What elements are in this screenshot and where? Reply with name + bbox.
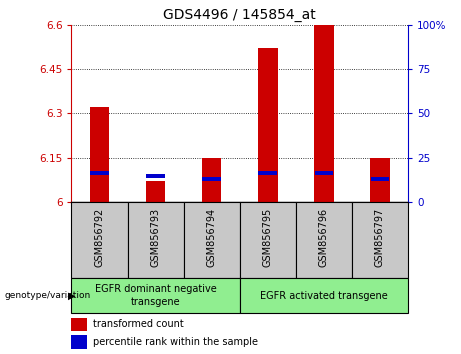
Bar — [371, 177, 389, 181]
Bar — [71, 318, 87, 331]
Bar — [370, 158, 390, 202]
Bar — [202, 158, 221, 202]
Bar — [128, 202, 183, 278]
Bar — [146, 181, 165, 202]
Bar — [314, 25, 334, 202]
Text: EGFR activated transgene: EGFR activated transgene — [260, 291, 388, 301]
Text: genotype/variation: genotype/variation — [5, 291, 91, 300]
Text: EGFR dominant negative
transgene: EGFR dominant negative transgene — [95, 284, 217, 307]
Bar — [90, 171, 109, 175]
Bar — [240, 278, 408, 313]
Text: GSM856795: GSM856795 — [263, 208, 273, 267]
Bar — [259, 171, 277, 175]
Bar — [71, 335, 87, 349]
Text: GSM856792: GSM856792 — [95, 208, 105, 267]
Bar — [183, 202, 240, 278]
Bar — [71, 278, 240, 313]
Bar — [258, 48, 278, 202]
Bar — [146, 174, 165, 178]
Bar — [240, 202, 296, 278]
Bar — [296, 202, 352, 278]
Text: GSM856793: GSM856793 — [151, 208, 160, 267]
Text: GSM856797: GSM856797 — [375, 208, 385, 267]
Text: ▶: ▶ — [68, 291, 76, 301]
Text: GSM856794: GSM856794 — [207, 208, 217, 267]
Title: GDS4496 / 145854_at: GDS4496 / 145854_at — [163, 8, 316, 22]
Bar — [202, 177, 221, 181]
Bar — [352, 202, 408, 278]
Bar — [71, 202, 128, 278]
Text: transformed count: transformed count — [93, 319, 184, 329]
Text: percentile rank within the sample: percentile rank within the sample — [93, 337, 258, 347]
Text: GSM856796: GSM856796 — [319, 208, 329, 267]
Bar — [90, 107, 109, 202]
Bar — [314, 171, 333, 175]
